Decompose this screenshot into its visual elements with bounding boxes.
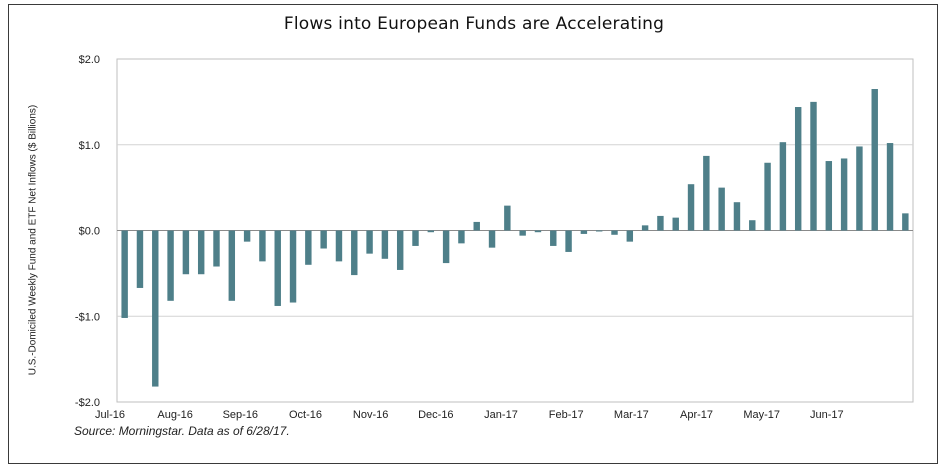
chart-title: Flows into European Funds are Accelerati…	[283, 14, 665, 34]
bar	[810, 101, 817, 231]
bar	[396, 230, 404, 270]
x-tick-label: Apr-17	[680, 409, 713, 421]
bar	[611, 230, 618, 235]
bar	[504, 205, 511, 231]
source-note: Source: Morningstar. Data as of 6/28/17.	[74, 424, 290, 438]
bar	[825, 161, 833, 231]
bar	[274, 230, 281, 306]
bar	[749, 220, 756, 231]
bar	[289, 230, 297, 303]
bar	[427, 230, 435, 233]
bar	[550, 230, 557, 246]
bar	[305, 230, 312, 265]
bar	[167, 230, 174, 301]
bar	[351, 230, 358, 276]
bar	[121, 230, 128, 318]
bar	[595, 230, 603, 232]
bar	[519, 230, 526, 236]
bar	[473, 221, 480, 231]
chart-frame	[8, 4, 938, 464]
bar	[488, 230, 496, 248]
bar	[703, 155, 710, 231]
y-tick-label: $0.0	[79, 226, 100, 238]
bar	[840, 158, 848, 231]
bar	[458, 230, 465, 244]
bar	[152, 230, 159, 387]
x-tick-label: Aug-16	[157, 409, 192, 421]
bar	[442, 230, 450, 264]
bar	[779, 142, 787, 231]
bar	[580, 230, 588, 234]
y-tick-label: $1.0	[79, 140, 100, 152]
bar	[733, 202, 741, 231]
bar	[534, 230, 542, 233]
y-tick-label: -$1.0	[75, 311, 100, 323]
bar	[213, 230, 220, 267]
bar	[182, 230, 190, 275]
bar	[243, 230, 251, 242]
x-tick-label: Nov-16	[353, 409, 388, 421]
bar	[565, 230, 572, 252]
bar	[902, 213, 909, 231]
bar	[412, 230, 419, 246]
x-tick-label: Sep-16	[223, 409, 258, 421]
x-tick-label: Feb-17	[549, 409, 584, 421]
x-tick-label: Jun-17	[810, 409, 844, 421]
x-tick-label: Jan-17	[484, 409, 518, 421]
bar	[764, 162, 771, 231]
x-tick-label: Jul-16	[95, 409, 125, 421]
bar	[335, 230, 343, 262]
bar	[626, 230, 634, 242]
bar	[641, 225, 649, 231]
y-tick-label: -$2.0	[75, 397, 100, 409]
y-tick-label: $2.0	[79, 54, 100, 66]
bar	[259, 230, 266, 262]
x-tick-label: Mar-17	[614, 409, 649, 421]
bar	[794, 107, 802, 231]
x-tick-label: Dec-16	[418, 409, 453, 421]
bar	[136, 230, 144, 288]
x-tick-label: May-17	[743, 409, 780, 421]
bar	[856, 146, 863, 231]
bar	[718, 187, 725, 231]
bar	[657, 215, 664, 231]
bar	[871, 89, 878, 231]
bar	[886, 143, 894, 231]
bar	[672, 217, 679, 231]
bar	[687, 184, 695, 231]
bar	[381, 230, 389, 259]
bar	[320, 230, 327, 249]
x-tick-label: Oct-16	[289, 409, 322, 421]
bar	[228, 230, 236, 301]
bar	[197, 230, 205, 275]
bar-chart: -$2.0 -$1.0 $0.0 $1.0 $2.0 Jul-16 Aug-16 Sep-16…	[75, 54, 914, 421]
bar	[366, 230, 373, 254]
